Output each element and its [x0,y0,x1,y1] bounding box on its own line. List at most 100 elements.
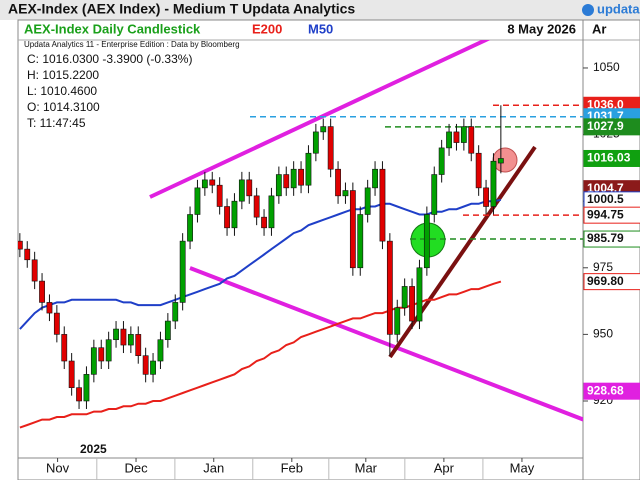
candle-body [394,307,401,335]
candle-body [24,248,31,261]
price-box-label: 985.79 [587,231,624,245]
candle-body [18,240,23,250]
candle-body [209,179,216,186]
x-tick-label: Jan [203,460,224,475]
legend-m50: M50 [308,21,333,36]
candle-body [39,280,45,303]
candle-body [157,339,164,362]
price-box [583,206,640,224]
candle-body [431,174,438,215]
candle-body [423,214,430,269]
legend-e200: E200 [252,21,282,36]
candle-body [246,179,253,197]
chart-frame [17,19,640,481]
candle-body [349,190,356,269]
chart-title: AEX-Index Daily Candlestick [24,21,201,36]
candle-body [372,168,378,189]
x-tick-label: Apr [434,460,455,475]
trendline [149,40,491,199]
candle-body [342,190,349,197]
candle-body [46,302,53,314]
candle-body [53,312,60,335]
candle-body [76,387,82,402]
candle-body [275,174,282,197]
candle-body [150,360,156,375]
price-box [583,382,640,400]
candle-body [290,168,297,189]
info-source: Updata Analytics 11 - Enterprise Edition… [24,40,240,49]
candle-body [379,168,386,242]
price-box-label: 1036.0 [587,97,624,111]
marker-circle [492,147,518,173]
candle-body [187,214,193,242]
year-label: 2025 [80,442,107,456]
plot [18,40,583,429]
price-box-label: 928.68 [587,383,624,397]
candle-body [335,168,341,197]
info-line: O: 1014.3100 [27,100,100,114]
candle-body [305,152,312,186]
window-title: AEX-Index (AEX Index) - Medium T Updata … [8,1,355,17]
candle-body [283,174,290,189]
candle-body [490,160,497,207]
candle-body [142,355,149,375]
candle-body [268,195,275,229]
candle-body [446,131,452,149]
candle-body [312,131,319,154]
trendline [388,145,537,359]
x-tick-label: May [510,460,535,475]
candle-body [438,147,445,175]
x-tick-label: Nov [46,460,70,475]
candle-body [61,334,68,362]
candle-body [483,187,489,207]
chart-date: 8 May 2026 [507,21,576,36]
candle-body [120,328,127,346]
price-box-label: 1016.03 [587,151,631,165]
candle-body [453,131,460,143]
candle-body [231,200,238,229]
y-tick-label: 975 [593,260,613,274]
axis-corner: Ar [592,21,606,36]
candle-body [409,286,415,322]
info-line: H: 1015.2200 [27,68,99,82]
candle-body [105,339,112,362]
candle-body [164,320,171,341]
price-box-label: 969.80 [587,274,624,288]
candle-body [135,334,142,356]
candle-body [201,179,208,189]
candle-body [261,216,267,229]
info-line: L: 1010.4600 [27,84,97,98]
x-tick-label: Dec [124,460,148,475]
price-box [583,118,640,136]
price-box-label: 1027.9 [587,119,624,133]
moving-average [19,198,502,330]
price-box-label: 1000.5 [587,192,624,206]
price-box-label: 994.75 [587,207,624,221]
candle-body [216,184,223,207]
x-tick-label: Feb [281,460,303,475]
candle-body [238,179,245,202]
candle-body [401,286,408,309]
logo: updata [597,1,640,16]
candle-body [475,152,482,189]
candle-body [194,187,201,215]
candle-body [68,360,75,388]
price-box [583,230,640,248]
info-line: C: 1016.0300 -3.3900 (-0.33%) [27,52,192,66]
info-line: T: 11:47:45 [27,116,86,130]
candle-body [113,328,119,341]
candle-body [320,126,327,133]
candle-body [468,126,475,154]
candle-body [127,334,134,346]
candle-body [224,206,230,229]
candle-body [298,168,304,186]
candle-body [179,240,186,303]
candle-body [327,126,334,170]
price-box-label: 1004.7 [587,181,624,195]
candle-body [364,187,371,215]
candle-body [386,240,393,335]
candle-body [98,347,105,362]
price-box [583,273,640,291]
price-box [583,149,640,167]
